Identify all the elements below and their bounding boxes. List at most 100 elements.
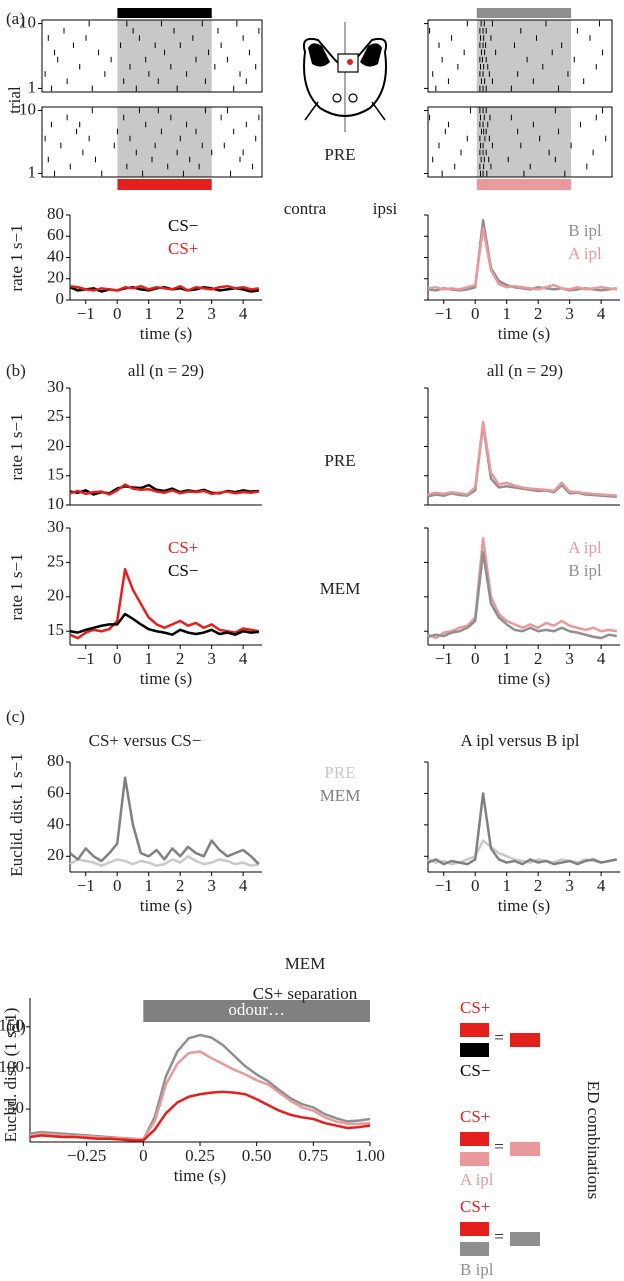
- y-tick-label: 25: [47, 551, 64, 570]
- chart-title: all (n = 29): [128, 361, 204, 380]
- x-tick-label: 3: [207, 304, 216, 323]
- chart-title: MEM: [285, 954, 326, 973]
- y-axis-label: Euclid. dist. 1 s−1: [7, 753, 26, 876]
- ed-legend-top: CS+: [460, 998, 490, 1017]
- y-tick-label: 20: [47, 845, 64, 864]
- y-tick-label: 10: [19, 99, 36, 118]
- y-tick-label: 10: [19, 13, 36, 32]
- condition-label: PRE: [324, 451, 355, 470]
- x-axis-label: time (s): [498, 324, 550, 343]
- ed-legend-swatch: [460, 1222, 489, 1236]
- x-axis-label: time (s): [140, 896, 192, 915]
- stimulus-bar: [476, 179, 572, 190]
- legend-entry: CS+: [168, 239, 198, 258]
- stimulus-bar: [476, 8, 572, 18]
- ed-legend-equals: =: [494, 1227, 504, 1246]
- legend-entry: CS−: [168, 216, 198, 235]
- chart-title: CS+ versus CS−: [89, 731, 202, 750]
- ed-legend-result: [510, 1033, 540, 1047]
- legend-entry: A ipl: [568, 538, 602, 557]
- y-tick-label: 30: [47, 377, 64, 396]
- y-tick-label: 15: [47, 620, 64, 639]
- y-axis-label: trial: [5, 86, 24, 114]
- ed-legend-result: [510, 1232, 540, 1246]
- series-line: [427, 537, 618, 640]
- x-tick-label: 2: [534, 876, 543, 895]
- x-tick-label: 0.75: [298, 1146, 328, 1165]
- x-tick-label: 0: [113, 649, 122, 668]
- y-tick-label: 15: [47, 465, 64, 484]
- series-line: [69, 568, 260, 640]
- series-line: [69, 612, 259, 636]
- x-tick-label: 3: [565, 304, 574, 323]
- y-axis-label: rate 1 s−1: [7, 553, 26, 620]
- y-tick-label: 20: [47, 435, 64, 454]
- y-tick-label: 20: [47, 268, 64, 287]
- legend-entry: B ipl: [568, 221, 602, 240]
- y-tick-label: 100: [0, 1057, 24, 1076]
- series-line: [29, 1090, 371, 1142]
- chart-title: all (n = 29): [487, 361, 563, 380]
- series-line: [29, 1050, 371, 1141]
- series-line: [69, 284, 260, 292]
- x-tick-label: 3: [565, 876, 574, 895]
- series-line: [69, 855, 260, 867]
- legend-entry: PRE: [324, 763, 355, 782]
- y-axis-label: rate 1 s−1: [7, 413, 26, 480]
- series-line: [427, 226, 618, 291]
- y-tick-label: 80: [47, 204, 64, 223]
- x-tick-label: 4: [239, 304, 248, 323]
- brain-diagram: [302, 22, 388, 132]
- y-tick-label: 20: [47, 586, 64, 605]
- y-tick-label: 25: [47, 406, 64, 425]
- x-tick-label: 1.00: [355, 1146, 385, 1165]
- y-tick-label: 30: [47, 517, 64, 536]
- legend-entry: B ipl: [568, 561, 602, 580]
- raster-frame: [41, 106, 263, 178]
- x-tick-label: 3: [207, 876, 216, 895]
- chart-subtitle: CS+ separation: [253, 984, 358, 1003]
- side-label: contra: [284, 199, 327, 218]
- x-axis-label: time (s): [140, 669, 192, 688]
- x-tick-label: −1: [77, 876, 95, 895]
- x-tick-label: −1: [77, 304, 95, 323]
- x-tick-label: 1: [502, 649, 511, 668]
- y-tick-label: 0: [56, 289, 65, 308]
- x-tick-label: 1: [502, 304, 511, 323]
- series-line: [69, 776, 260, 866]
- x-tick-label: −0.25: [67, 1146, 106, 1165]
- ed-legend-equals: =: [494, 1028, 504, 1047]
- x-tick-label: 2: [534, 649, 543, 668]
- x-tick-label: 0.25: [185, 1146, 215, 1165]
- panel-label: (d): [6, 1017, 26, 1036]
- stimulus-shade: [117, 20, 212, 92]
- y-tick-label: 40: [47, 814, 64, 833]
- x-tick-label: 0: [139, 1146, 148, 1165]
- stimulus-shade: [476, 20, 572, 92]
- condition-label: PRE: [324, 145, 355, 164]
- ed-legend-title: ED combinations: [584, 1081, 603, 1200]
- x-axis-label: time (s): [174, 1166, 226, 1185]
- x-tick-label: 0: [113, 876, 122, 895]
- y-tick-label: 1: [28, 162, 37, 181]
- series-line: [427, 423, 617, 499]
- ed-legend-bottom: A ipl: [460, 1170, 494, 1189]
- x-tick-label: 3: [565, 649, 574, 668]
- x-tick-label: 2: [176, 876, 185, 895]
- stimulus-shade: [117, 107, 212, 177]
- x-axis-label: time (s): [140, 324, 192, 343]
- x-tick-label: 0: [471, 876, 480, 895]
- condition-label: MEM: [320, 579, 361, 598]
- x-tick-label: −1: [435, 876, 453, 895]
- ed-legend-swatch: [460, 1043, 489, 1057]
- x-tick-label: 4: [239, 876, 248, 895]
- x-tick-label: 4: [597, 876, 606, 895]
- raster-frame: [427, 106, 613, 178]
- chart-title: A ipl versus B ipl: [460, 731, 579, 750]
- series-line: [427, 792, 618, 866]
- legend-entry: MEM: [320, 786, 361, 805]
- panel-label: (b): [6, 361, 26, 380]
- ed-legend-top: CS+: [460, 1107, 490, 1126]
- raster-frame: [427, 19, 613, 93]
